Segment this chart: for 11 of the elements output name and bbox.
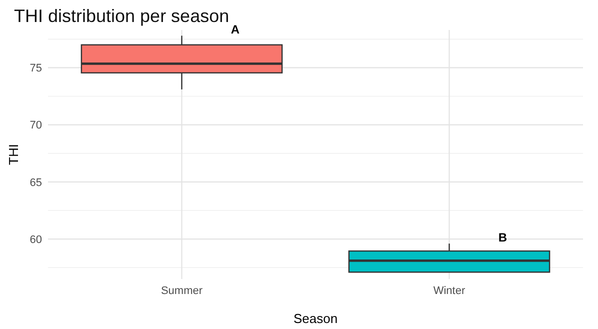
y-tick-label: 75: [30, 62, 42, 75]
x-tick-label: Winter: [433, 285, 466, 297]
y-axis-title: THI: [6, 144, 21, 165]
y-tick-label: 65: [30, 176, 42, 189]
annotation: B: [498, 230, 508, 245]
annotation: A: [230, 22, 240, 37]
chart-title: THI distribution per season: [14, 6, 230, 26]
x-tick-label: Summer: [160, 285, 203, 297]
x-axis-title: Season: [293, 311, 338, 326]
y-tick-label: 60: [30, 234, 42, 246]
y-tick-label: 70: [30, 120, 42, 132]
